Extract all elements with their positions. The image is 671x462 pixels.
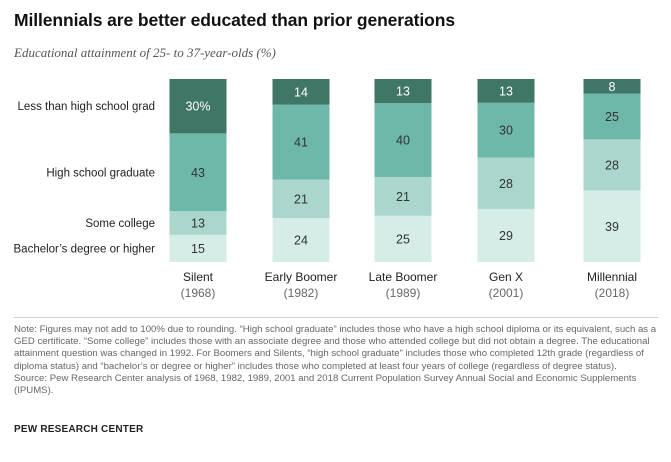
category-label-1: Silent [183,270,214,284]
bar-value-label-3-3: 40 [396,134,410,148]
bar-segment-3-1 [169,133,227,212]
bar-segment-1-3 [374,215,432,262]
bar-segment-2-5 [583,139,641,191]
bar-segment-4-1 [169,79,227,134]
category-year-2: (1982) [284,286,319,300]
stacked-bar-chart: 15 13 43 30% Silent (1968) 24 21 41 14 Early Boome… [14,79,641,300]
bar-value-label-1-1: 15 [191,242,205,256]
chart-title: Millennials are better educated than pri… [14,10,455,30]
divider [14,317,658,318]
bar-segment-4-5 [583,79,641,94]
bar-value-label-2-1: 13 [191,217,205,231]
legend-label-4: Less than high school grad [18,101,155,113]
bar-value-label-1-2: 24 [294,234,308,248]
bar-value-label-2-4: 28 [499,177,513,191]
legend-label-3: High school graduate [46,167,155,179]
bar-value-label-1-4: 29 [499,229,513,243]
bar-segment-2-3 [374,176,432,216]
legend-label-2: Some college [85,218,155,230]
bar-value-label-1-5: 39 [605,220,619,234]
note-text: Note: Figures may not add to 100% due to… [14,324,657,372]
bar-segment-4-3 [374,79,432,104]
bar-value-label-4-1: 30% [185,100,210,114]
bar-segment-3-5 [583,93,641,140]
footnote: Note: Figures may not add to 100% due to… [14,324,662,397]
category-label-2: Early Boomer [265,270,338,284]
bar-value-label-2-3: 21 [396,190,410,204]
bar-segment-2-4 [477,157,535,209]
bar-segment-1-5 [583,190,641,262]
bar-segment-2-2 [272,179,330,219]
category-label-5: Millennial [587,270,637,284]
bar-segment-1-4 [477,208,535,262]
category-year-5: (2018) [595,286,630,300]
bar-value-label-4-3: 13 [396,85,410,99]
category-label-3: Late Boomer [369,270,438,284]
bar-value-label-2-5: 28 [605,159,619,173]
bar-segment-1-2 [272,218,330,262]
bar-segment-2-1 [169,211,227,235]
bar-value-label-1-3: 25 [396,232,410,246]
bar-segment-4-2 [272,79,330,105]
pew-logo-text: PEW RESEARCH CENTER [14,424,144,435]
bar-segment-3-4 [477,102,535,158]
category-year-1: (1968) [181,286,216,300]
bar-value-label-4-5: 8 [609,80,616,94]
bar-value-label-4-2: 14 [294,85,308,99]
category-year-3: (1989) [386,286,421,300]
bar-segment-3-2 [272,104,330,180]
bar-value-label-3-5: 25 [605,110,619,124]
chart-subtitle: Educational attainment of 25- to 37-year… [14,45,276,60]
category-year-4: (2001) [489,286,524,300]
bar-value-label-4-4: 13 [499,84,513,98]
legend-label-1: Bachelor’s degree or higher [14,243,156,255]
category-label-4: Gen X [489,270,523,284]
bar-segment-1-1 [169,234,227,262]
source-text: Source: Pew Research Center analysis of … [14,372,637,397]
bar-segment-4-4 [477,79,535,103]
bar-value-label-3-2: 41 [294,136,308,150]
bar-value-label-3-4: 30 [499,124,513,138]
bar-segment-3-3 [374,103,432,177]
bar-value-label-2-2: 21 [294,192,308,206]
bar-value-label-3-1: 43 [191,166,205,180]
